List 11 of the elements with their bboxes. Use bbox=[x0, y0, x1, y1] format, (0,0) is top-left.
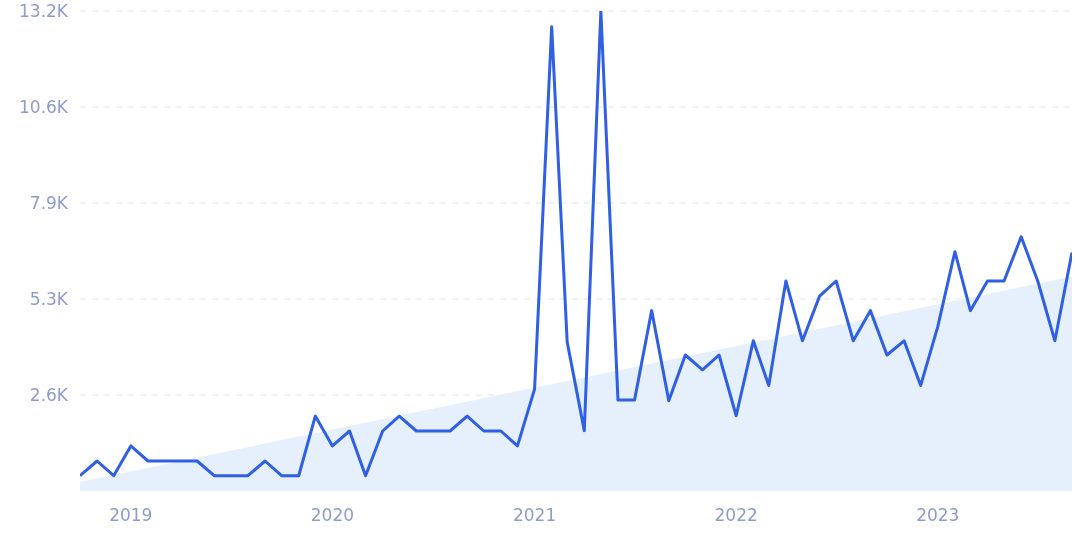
x-tick-label: 2020 bbox=[310, 505, 355, 526]
y-tick-label: 10.6K bbox=[19, 97, 69, 118]
y-tick-label: 7.9K bbox=[29, 193, 69, 214]
x-tick-label: 2023 bbox=[916, 505, 960, 526]
y-tick-label: 2.6K bbox=[29, 385, 69, 406]
x-tick-label: 2019 bbox=[109, 505, 153, 526]
x-tick-label: 2021 bbox=[512, 505, 557, 526]
line-series bbox=[80, 11, 1072, 478]
y-tick-label: 13.2K bbox=[19, 1, 69, 22]
y-tick-label: 5.3K bbox=[29, 289, 69, 310]
x-tick-label: 2022 bbox=[714, 505, 758, 526]
